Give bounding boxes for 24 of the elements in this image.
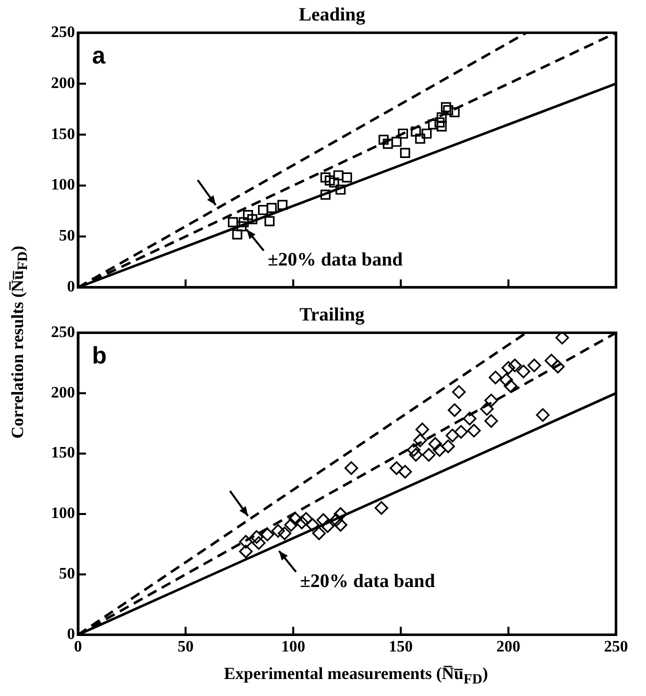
y-tick-label: 250 <box>51 324 75 341</box>
x-tick-label: 150 <box>388 638 413 656</box>
y-tick-label: 0 <box>67 626 75 643</box>
annotation: ±20% data band <box>268 250 404 271</box>
x-tick-label: 50 <box>178 638 194 656</box>
x-axis-title: Experimental measurements (N̅u̅$_{FD}$) <box>222 664 490 688</box>
y-tick-label: 200 <box>51 74 75 92</box>
chart-title: Trailing <box>299 304 366 326</box>
x-tick-label: 200 <box>496 638 520 656</box>
annotation: b <box>92 342 107 370</box>
y-tick-label: 250 <box>51 24 75 41</box>
annotation: ±20% data band <box>300 570 436 592</box>
x-tick-label: 100 <box>281 638 306 656</box>
y-tick-label: 50 <box>59 566 75 583</box>
y-tick-label: 0 <box>67 278 75 296</box>
x-tick-label: 250 <box>604 638 628 656</box>
y-tick-label: 100 <box>51 176 75 194</box>
y-tick-label: 100 <box>51 505 75 522</box>
annotation: a <box>92 42 106 70</box>
y-tick-label: 50 <box>59 228 75 245</box>
chart-title: Leading <box>298 4 366 26</box>
y-tick-label: 150 <box>51 126 75 143</box>
y-tick-label: 150 <box>51 444 75 462</box>
y-tick-label: 200 <box>51 384 75 402</box>
